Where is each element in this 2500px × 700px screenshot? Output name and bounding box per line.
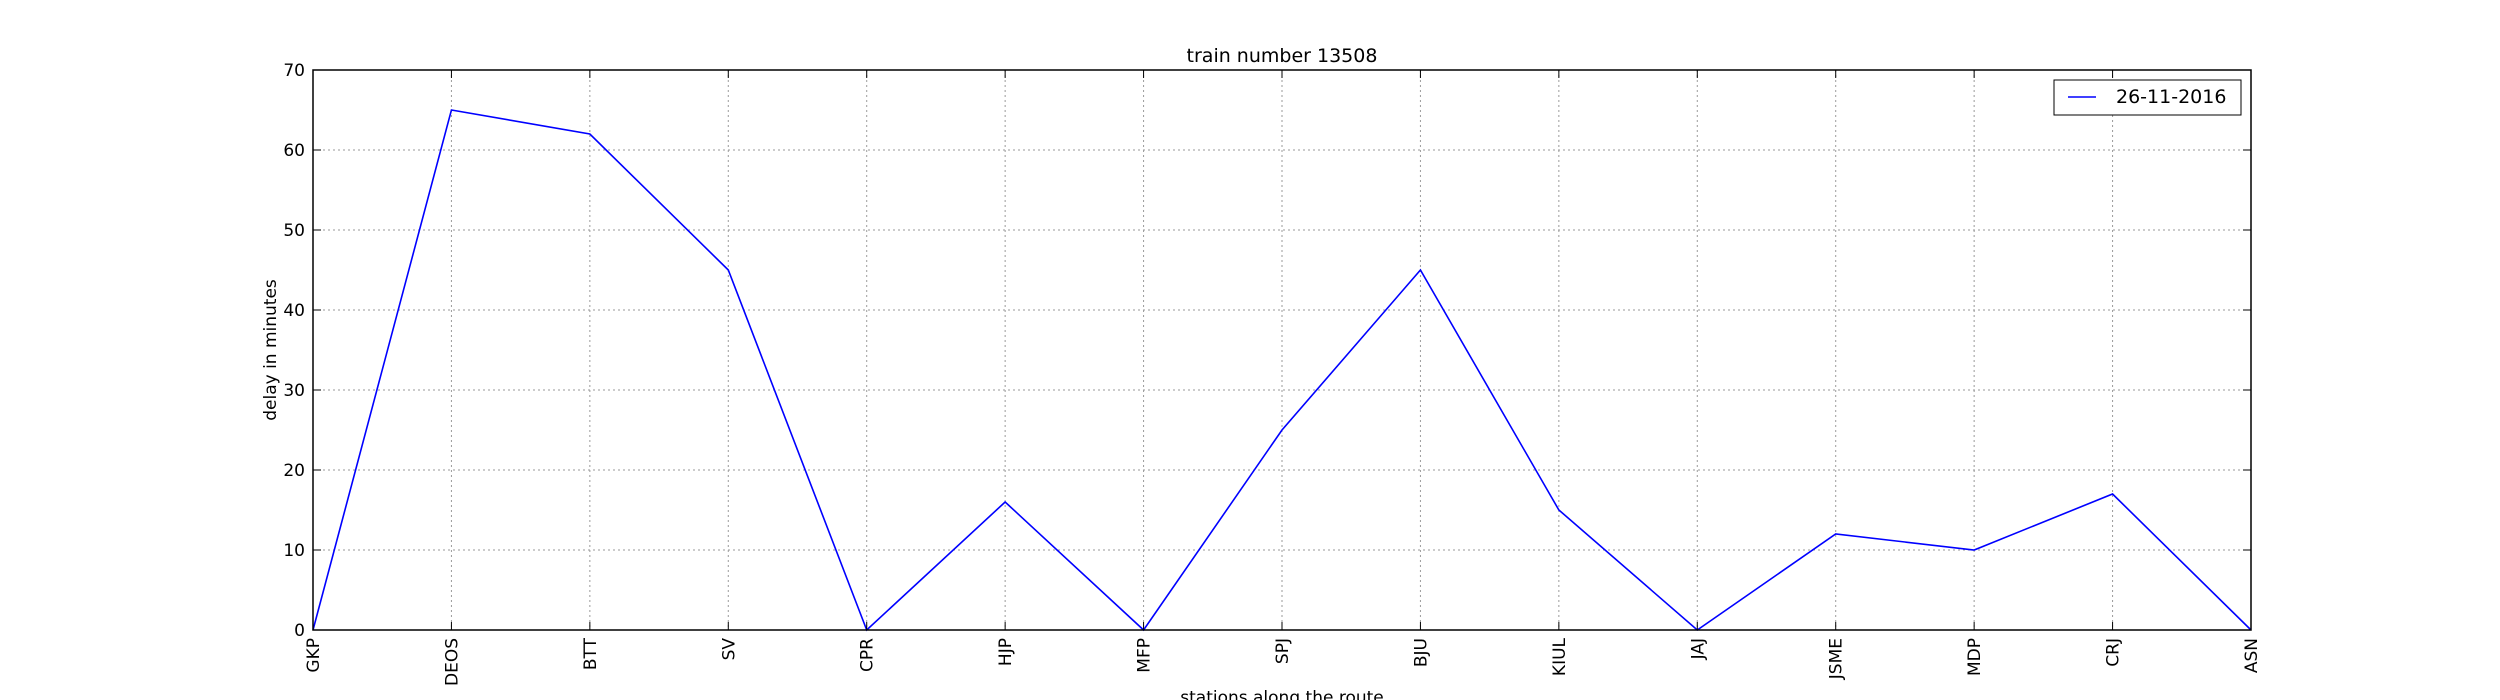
y-tick-label: 40 xyxy=(283,301,305,321)
series-layer xyxy=(312,108,2252,632)
y-tick-label: 20 xyxy=(283,461,305,481)
x-tick-label: JSME xyxy=(1827,638,1847,680)
data-point xyxy=(1972,548,1976,552)
tick-marks xyxy=(312,69,2252,631)
y-tick-label: 30 xyxy=(283,381,305,401)
data-point xyxy=(1834,532,1838,536)
x-tick-label: HJP xyxy=(996,638,1016,666)
x-tick-label: SPJ xyxy=(1273,638,1293,664)
data-point xyxy=(1280,428,1284,432)
y-tick-label: 50 xyxy=(283,221,305,241)
data-point xyxy=(449,108,453,112)
x-tick-label: KIUL xyxy=(1550,637,1570,676)
x-tick-label: MFP xyxy=(1135,638,1155,673)
x-tick-labels: GKP DEOS BTT SV CPR HJP MFP SPJ BJU KIUL JAJ JSME MD… xyxy=(304,637,2262,686)
x-tick-label: CPR xyxy=(858,638,878,672)
x-tick-label: MDP xyxy=(1965,638,1985,676)
x-tick-label: JAJ xyxy=(1688,638,1708,660)
y-axis-label: delay in minutes xyxy=(261,279,281,421)
x-tick-label: BJU xyxy=(1411,638,1431,667)
x-tick-label: ASN xyxy=(2242,638,2262,673)
data-point xyxy=(1003,500,1007,504)
x-tick-label: BTT xyxy=(581,637,601,670)
y-tick-label: 0 xyxy=(294,621,305,641)
grid xyxy=(313,70,2251,630)
data-point xyxy=(2111,492,2115,496)
series-line xyxy=(312,109,2252,632)
y-tick-label: 60 xyxy=(283,141,305,161)
x-tick-label: CRJ xyxy=(2104,638,2124,667)
chart-title: train number 13508 xyxy=(1187,45,1378,67)
legend: 26-11-2016 xyxy=(2053,79,2242,116)
data-point xyxy=(588,132,592,136)
y-tick-label: 10 xyxy=(283,541,305,561)
y-tick-labels: 0 10 20 30 40 50 60 70 xyxy=(283,61,305,641)
y-tick-label: 70 xyxy=(283,61,305,81)
x-tick-label: DEOS xyxy=(442,638,462,686)
x-tick-label: GKP xyxy=(304,638,324,673)
data-point xyxy=(726,268,730,272)
data-point xyxy=(1418,268,1422,272)
data-point xyxy=(1557,508,1561,512)
legend-label: 26-11-2016 xyxy=(2116,86,2226,108)
x-axis-label: stations along the route xyxy=(1180,688,1384,700)
x-tick-label: SV xyxy=(719,638,739,661)
